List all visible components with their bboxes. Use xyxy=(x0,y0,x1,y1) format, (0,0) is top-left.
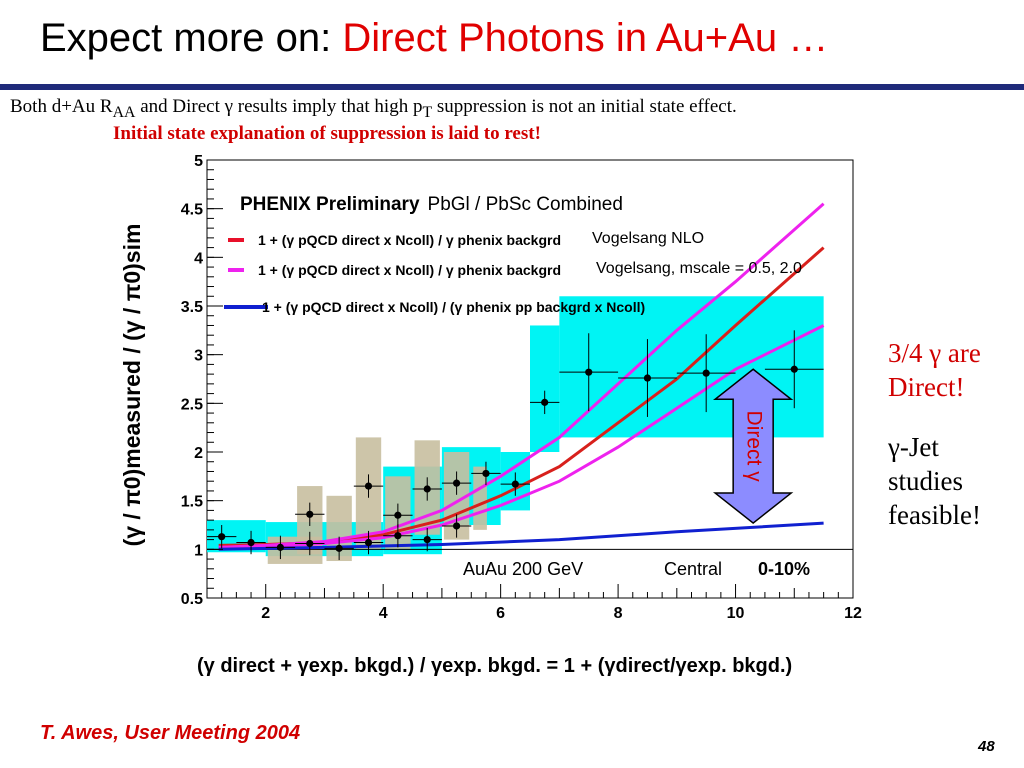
summary-part-1: Both d+Au R xyxy=(10,96,113,117)
data-marker xyxy=(790,365,798,373)
legend-note: Vogelsang NLO xyxy=(592,230,704,247)
curve-pp xyxy=(218,521,824,551)
data-marker xyxy=(306,510,314,518)
data-point xyxy=(324,536,354,561)
data-point xyxy=(353,530,384,555)
data-marker xyxy=(218,533,226,541)
data-marker xyxy=(585,368,593,376)
data-marker xyxy=(276,543,285,551)
data-marker xyxy=(335,544,343,552)
x-axis-formula: (γ direct + γexp. bkgd.) / γexp. bkgd. =… xyxy=(197,655,792,677)
data-point xyxy=(618,339,677,417)
data-point xyxy=(295,531,325,556)
data-marker xyxy=(702,369,710,377)
data-point xyxy=(471,461,501,486)
data-point xyxy=(207,525,237,549)
summary-sub-aa: AA xyxy=(112,103,136,121)
footer-author: T. Awes, User Meeting 2004 xyxy=(40,722,301,744)
data-marker xyxy=(541,398,549,406)
data-marker xyxy=(511,480,519,488)
side-note-3: γ-Jet xyxy=(888,432,939,462)
x-tick-label: 6 xyxy=(496,605,505,622)
data-marker xyxy=(643,374,652,382)
legend-label: 1 + (γ pQCD direct x Ncoll) / γ phenix b… xyxy=(258,262,561,278)
side-note-4: studies xyxy=(888,466,964,496)
data-point xyxy=(236,530,266,555)
data-point xyxy=(265,535,296,560)
legend-entry: 1 + (γ pQCD direct x Ncoll) / γ phenix b… xyxy=(228,230,704,248)
data-point xyxy=(764,330,824,409)
title-prefix: Expect more on: xyxy=(40,16,343,60)
conclusion-line: Initial state explanation of suppression… xyxy=(113,123,541,144)
y-tick-label: 3 xyxy=(194,348,203,365)
summary-part-3: suppression is not an initial state effe… xyxy=(432,96,737,117)
legend-label: 1 + (γ pQCD direct x Ncoll) / (γ phenix … xyxy=(262,299,645,315)
slide-title: Expect more on: Direct Photons in Au+Au … xyxy=(40,16,828,61)
x-tick-label: 4 xyxy=(379,605,388,622)
y-axis-label: (γ / π0)measured / (γ / π0)sim xyxy=(119,224,145,547)
legend-note: Vogelsang, mscale = 0.5, 2.0 xyxy=(596,260,802,277)
summary-sub-t: T xyxy=(422,103,433,121)
side-note-1: 3/4 γ are xyxy=(888,338,981,368)
y-tick-label: 1 xyxy=(194,542,203,559)
curve-scale_high xyxy=(218,202,825,549)
y-tick-label: 4.5 xyxy=(181,202,203,219)
data-point xyxy=(500,472,530,496)
data-marker xyxy=(247,538,255,547)
data-marker xyxy=(423,536,431,544)
data-marker xyxy=(452,522,461,530)
y-tick-label: 4 xyxy=(194,250,203,267)
direct-gamma-arrow xyxy=(713,368,794,525)
plot-header: PHENIX Preliminary PbGl / PbSc Combined xyxy=(240,194,623,215)
data-marker xyxy=(452,479,461,487)
legend-label: 1 + (γ pQCD direct x Ncoll) / γ phenix b… xyxy=(258,232,561,248)
systematic-band-cyan xyxy=(530,325,560,452)
data-point xyxy=(530,390,560,415)
legend-entry: 1 + (γ pQCD direct x Ncoll) / γ phenix b… xyxy=(228,260,802,278)
data-point xyxy=(559,333,619,412)
arrow-label: Direct γ xyxy=(743,411,766,483)
data-marker xyxy=(482,469,490,478)
data-point xyxy=(383,503,413,527)
side-spacer xyxy=(888,404,981,430)
side-note-5: feasible! xyxy=(888,500,981,530)
curve-scale_low xyxy=(218,324,825,549)
data-point xyxy=(676,334,736,413)
annotation-energy: AuAu 200 GeV xyxy=(463,559,583,579)
data-point xyxy=(383,524,413,548)
data-marker xyxy=(364,482,373,490)
summary-line: Both d+Au RAA and Direct γ results imply… xyxy=(10,96,737,122)
y-tick-label: 0.5 xyxy=(181,591,203,608)
title-accent: Direct Photons in Au+Au … xyxy=(342,16,829,60)
data-point xyxy=(412,477,442,501)
x-tick-label: 10 xyxy=(727,605,745,622)
legend-entry: 1 + (γ pQCD direct x Ncoll) / (γ phenix … xyxy=(224,299,645,315)
summary-part-2: and Direct γ results imply that high p xyxy=(135,96,423,117)
data-marker xyxy=(423,485,431,493)
page-number: 48 xyxy=(978,738,995,755)
side-note-2: Direct! xyxy=(888,372,965,402)
title-divider xyxy=(0,84,1024,90)
data-marker xyxy=(306,539,314,548)
x-tick-label: 2 xyxy=(261,605,270,622)
data-marker xyxy=(394,532,402,540)
y-tick-label: 2.5 xyxy=(181,396,203,413)
y-tick-label: 2 xyxy=(194,445,203,462)
annotation-centrality: 0-10% xyxy=(758,559,810,579)
data-point xyxy=(441,471,472,495)
data-point xyxy=(412,527,442,552)
data-point xyxy=(295,502,325,526)
data-marker xyxy=(394,511,402,519)
y-tick-label: 3.5 xyxy=(181,299,203,316)
x-tick-label: 8 xyxy=(614,605,623,622)
annotation-central: Central xyxy=(664,559,722,579)
x-tick-label: 12 xyxy=(844,605,862,622)
data-point xyxy=(441,514,472,538)
y-tick-label: 1.5 xyxy=(181,494,203,511)
data-marker xyxy=(364,538,373,547)
side-notes: 3/4 γ are Direct! γ-Jet studies feasible… xyxy=(888,336,981,532)
y-tick-label: 5 xyxy=(194,153,203,170)
data-point xyxy=(353,474,384,498)
